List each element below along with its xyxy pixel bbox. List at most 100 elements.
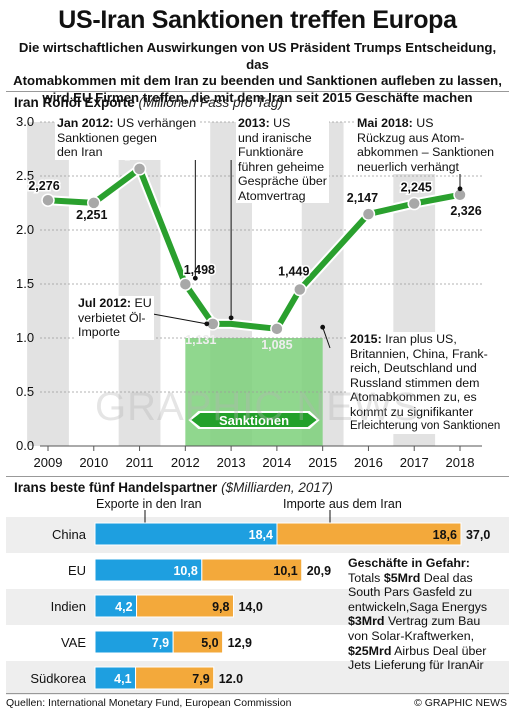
divider (6, 476, 509, 477)
x-axis-ticks: 2009 2010 2011 2012 2013 2014 2015 2016 2017 2018 (34, 446, 475, 470)
data-point (132, 162, 147, 176)
trade-chart-unit: ($Milliarden, 2017) (221, 480, 333, 495)
data-point (361, 207, 376, 221)
data-point (87, 196, 101, 210)
deals-text: Jets Lieferung für IranAir (348, 658, 484, 673)
deals-amount: $5Mrd (383, 570, 421, 585)
x-tick-label: 2015 (308, 455, 337, 470)
data-label: 2,251 (76, 208, 107, 222)
deals-heading: Geschäfte in Gefahr: (348, 556, 470, 570)
subtitle-line: Atomabkommen mit dem Iran zu beenden und… (13, 73, 502, 88)
sanctions-arrow (191, 413, 317, 427)
divider (6, 91, 509, 92)
annotation-text: EU (131, 296, 152, 310)
x-tick-label: 2017 (400, 455, 429, 470)
legend-exports: Exporte in den Iran (96, 497, 202, 511)
deals-text: South Pars Gasfeld zu (348, 585, 472, 600)
annotation-text: Funktionäre (238, 145, 304, 159)
annotation-text: US (412, 116, 434, 130)
trade-partner-chart: China EU Indien VAE Südkorea 18,4 18,6 10,8 10,… (6, 510, 509, 695)
data-label: 2,276 (28, 179, 59, 193)
row-stripe (6, 589, 509, 625)
leader-dot (457, 186, 463, 192)
category-label: EU (68, 563, 86, 578)
deals-text: von Solar-Kraftwerken, (348, 628, 475, 643)
sanctions-tag: Sanktionen (188, 411, 320, 429)
import-value-label: 9,8 (212, 600, 229, 614)
leader-dot (228, 315, 234, 321)
deals-text: Vertrag zum Bau (384, 614, 481, 629)
category-label: Südkorea (30, 671, 86, 686)
sanctions-label: Sanktionen (219, 413, 289, 428)
data-point (407, 196, 421, 211)
leader-dot (192, 275, 198, 281)
legend-imports: Importe aus dem Iran (283, 497, 402, 511)
export-line-path (47, 165, 461, 332)
credit: © GRAPHIC NEWS (414, 697, 507, 709)
import-bar (201, 558, 303, 582)
divider (6, 693, 509, 694)
annotation-text: und iranische (238, 130, 312, 145)
import-value-label: 5,0 (201, 636, 218, 650)
category-label: Indien (51, 599, 86, 614)
oil-chart-title: Iran Rohöl Exporte (14, 95, 135, 110)
annotation-text: Rückzug aus Atom- (357, 130, 465, 145)
y-tick-label: 0.5 (16, 384, 34, 399)
annotation-text: kommt zu signifikanter (350, 404, 474, 419)
annotation-text: Atomabkommen zu, es (350, 390, 477, 404)
annotation-date: Jul 2012: (78, 296, 132, 310)
data-point (293, 282, 307, 297)
x-tick-label: 2010 (79, 455, 108, 470)
annotation-text: neuerlich verhängt (357, 159, 459, 174)
deals-text: Deal das (420, 570, 473, 585)
page-title: US-Iran Sanktionen treffen Europa (58, 6, 457, 34)
annotation-date: Mai 2018: (357, 116, 413, 130)
data-label: 2,147 (347, 191, 378, 205)
oil-chart-heading: Iran Rohöl Exporte (Millionen Fass pro T… (14, 95, 283, 110)
bar-value-labels: 18,4 18,6 10,8 10,1 4,2 9,8 7,9 5,0 4,1 7,9 (114, 528, 457, 686)
leader-dot (320, 324, 326, 330)
x-tick-label: 2013 (217, 455, 246, 470)
total-label: 37,0 (466, 528, 490, 542)
deals-text: Airbus Deal über (391, 643, 487, 658)
annotation-date: Jan 2012: (57, 116, 114, 130)
export-value-label: 7,9 (152, 636, 169, 650)
x-tick-label: 2014 (262, 455, 291, 470)
subtitle-line: wird EU Firmen treffen, die mit dem Iran… (42, 89, 473, 105)
annotation-text: verbietet Öl- (78, 310, 146, 325)
import-value-label: 7,9 (192, 672, 209, 686)
deals-text: entwickeln,Saga Energys (348, 599, 488, 614)
annotation-text: US (269, 116, 291, 130)
deals-amount: $3Mrd (348, 614, 385, 629)
annotation-text: Erleichterung von Sanktionen (350, 420, 501, 432)
data-point (270, 322, 284, 336)
y-axis-ticks: 0.0 0.5 1.0 1.5 2.0 2.5 3.0 (16, 114, 34, 453)
x-tick-label: 2011 (126, 455, 154, 470)
x-tick-label: 2016 (354, 455, 383, 470)
export-value-label: 10,8 (173, 564, 197, 578)
trade-chart-title: Irans beste fünf Handelspartner (14, 480, 218, 495)
data-label: 1,449 (278, 265, 309, 279)
x-tick-label: 2018 (446, 455, 475, 470)
data-label: 1,498 (184, 263, 215, 277)
leader-line (322, 327, 331, 349)
source-note: Quellen: International Monetary Fund, Eu… (6, 697, 292, 709)
total-label: 20,9 (307, 564, 331, 578)
deals-text: Totals (348, 570, 384, 585)
total-label: 12.0 (219, 672, 243, 686)
row-stripe (6, 661, 509, 695)
annotation-text: Britannien, China, Frank- (350, 346, 488, 361)
x-tick-label: 2009 (34, 455, 63, 470)
data-point (178, 277, 193, 291)
import-bar (276, 522, 462, 546)
annotation-text: Atomvertrag (238, 188, 306, 203)
annotation-jul2012: Jul 2012: EU verbietet Öl- Importe (76, 296, 154, 340)
category-label: VAE (61, 635, 86, 650)
import-value-label: 18,6 (433, 528, 457, 542)
leader-dot (204, 321, 210, 327)
data-markers (41, 162, 467, 336)
import-bar (136, 594, 234, 618)
category-label: China (52, 527, 87, 542)
total-labels: 37,0 20,9 14,0 12,9 12.0 (219, 528, 491, 686)
